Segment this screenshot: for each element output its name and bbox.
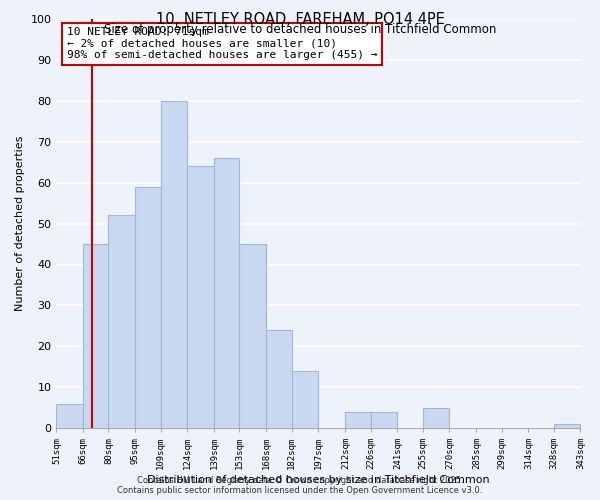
Text: Size of property relative to detached houses in Titchfield Common: Size of property relative to detached ho… [104,22,496,36]
Bar [292,371,319,428]
Bar [239,244,266,428]
X-axis label: Distribution of detached houses by size in Titchfield Common: Distribution of detached houses by size … [147,475,490,485]
Bar [161,101,187,428]
Bar [136,187,161,428]
Bar [56,404,83,428]
Bar [214,158,239,428]
Text: 10 NETLEY ROAD: 71sqm
← 2% of detached houses are smaller (10)
98% of semi-detac: 10 NETLEY ROAD: 71sqm ← 2% of detached h… [67,27,377,60]
Bar [83,244,109,428]
Y-axis label: Number of detached properties: Number of detached properties [15,136,25,312]
Bar [266,330,292,428]
Bar [187,166,214,428]
Bar [371,412,397,428]
Bar [422,408,449,428]
Bar [346,412,371,428]
Text: Contains HM Land Registry data © Crown copyright and database right 2025.
Contai: Contains HM Land Registry data © Crown c… [118,476,482,495]
Bar [109,216,136,428]
Text: 10, NETLEY ROAD, FAREHAM, PO14 4PE: 10, NETLEY ROAD, FAREHAM, PO14 4PE [155,12,445,28]
Bar [554,424,580,428]
